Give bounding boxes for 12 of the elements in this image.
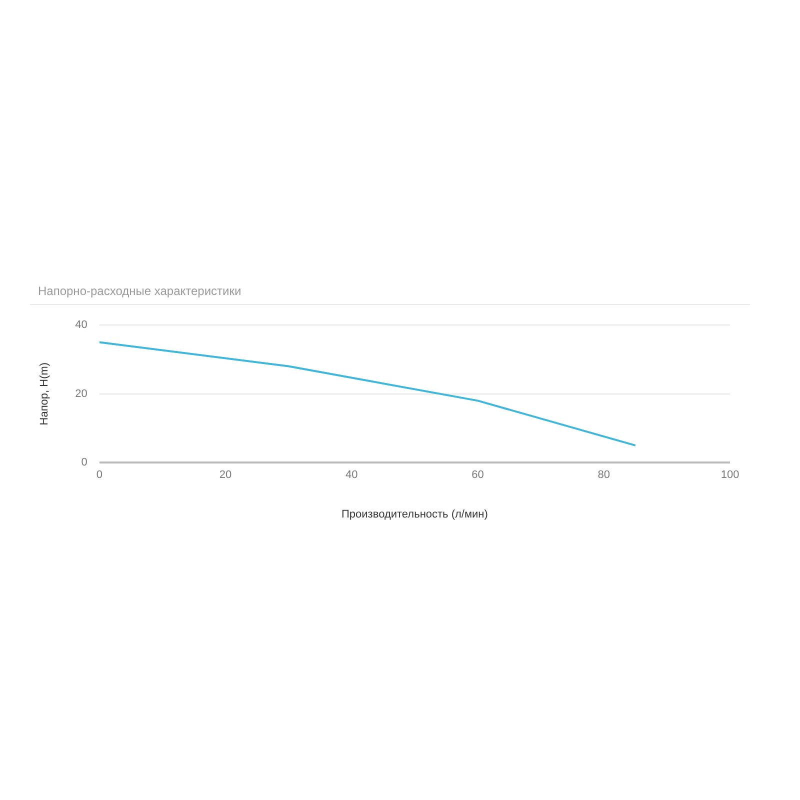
x-axis-title: Производительность (л/мин) <box>342 508 488 520</box>
x-tick-label: 20 <box>219 469 232 482</box>
x-tick-label: 60 <box>472 469 484 482</box>
x-tick-label: 80 <box>598 469 610 482</box>
chart-title: Напорно-расходные характеристики <box>37 284 242 300</box>
y-axis-title: Напор, H(m) <box>38 362 51 426</box>
x-tick-label: 40 <box>346 469 358 482</box>
x-tick-label: 100 <box>720 469 740 482</box>
y-tick-label: 40 <box>75 319 88 332</box>
x-tick-label: 0 <box>96 469 102 482</box>
y-tick-label: 20 <box>75 388 88 400</box>
y-tick-label: 0 <box>81 456 88 469</box>
